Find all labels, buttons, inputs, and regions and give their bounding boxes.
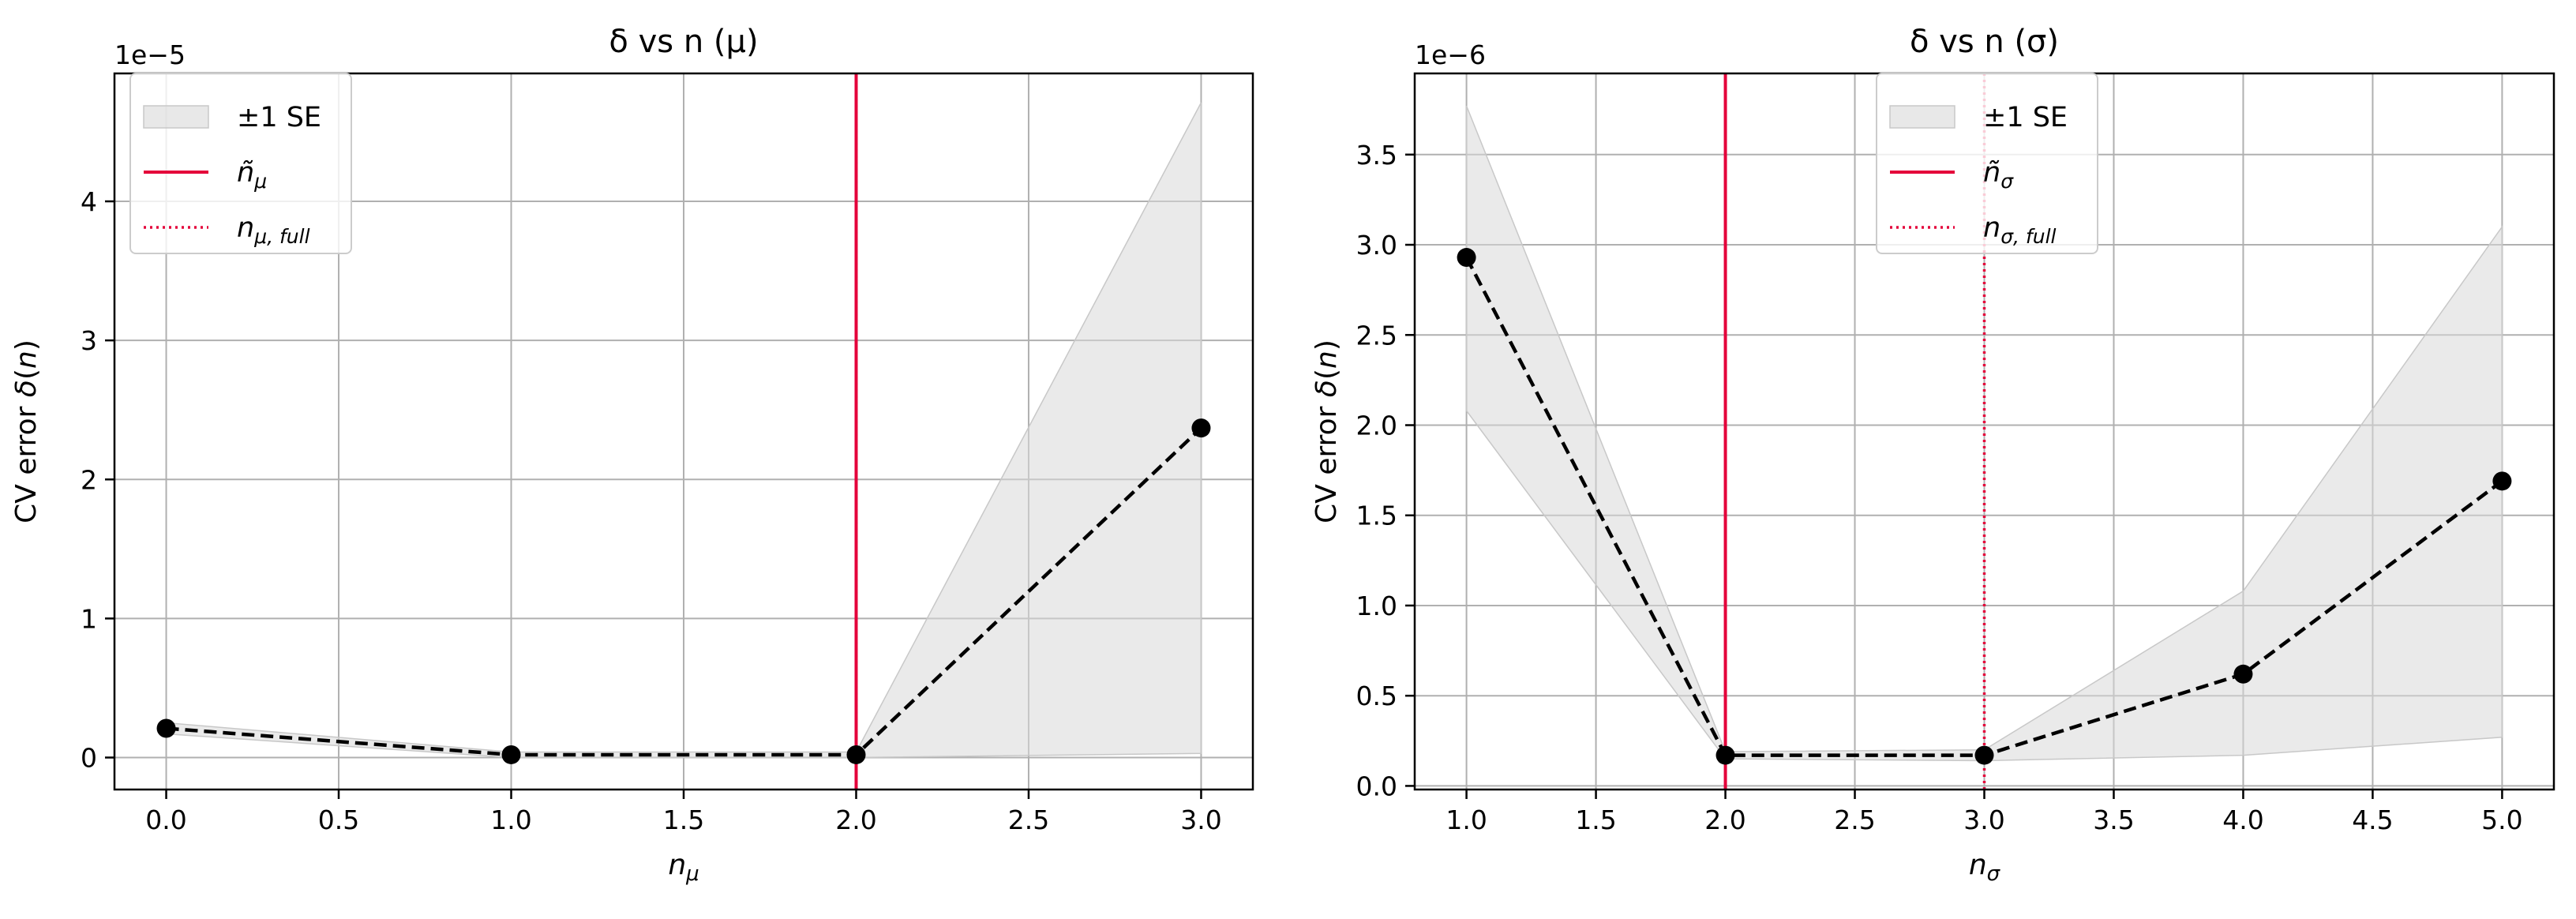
chart-mu-svg: 0.0 0.5 1.0 1.5 2.0 2.5 3.0 0 1 2 3 4 1e−5 δ vs n (μ)… — [10, 24, 1254, 886]
mu-y-tick-label: 4 — [81, 186, 97, 217]
chart-sigma-svg: 1.0 1.5 2.0 2.5 3.0 3.5 4.0 4.5 5.0 0.0 0.5 1.0 1.5 2… — [1310, 24, 2555, 886]
mu-cv-error-point — [156, 718, 176, 738]
mu-y-tick-label: 3 — [81, 325, 97, 356]
sigma-y-tick-label: 2.5 — [1356, 320, 1397, 351]
sigma-legend: ±1 SE ñσ nσ, full — [1876, 73, 2098, 254]
sigma-y-tick-label: 3.5 — [1356, 140, 1397, 171]
sigma-y-axis-label-group: CV error δ(n) — [1310, 339, 1343, 523]
sigma-x-tick-label: 2.0 — [1704, 805, 1745, 835]
mu-cv-error-point — [846, 745, 866, 764]
sigma-cv-error-point — [1974, 745, 1994, 765]
chart-sigma: 1.0 1.5 2.0 2.5 3.0 3.5 4.0 4.5 5.0 0.0 0.5 1.0 1.5 2… — [1288, 0, 2575, 919]
sigma-x-tick-label: 1.5 — [1575, 805, 1616, 835]
mu-y-tick-label: 0 — [81, 742, 97, 773]
mu-cv-error-line — [166, 426, 1203, 757]
mu-x-axis-label: nμ — [668, 849, 699, 886]
sigma-y-tick-label: 1.0 — [1356, 591, 1397, 621]
sigma-x-tick-label: 4.5 — [2352, 805, 2393, 835]
sigma-y-axis-label: CV error δ(n) — [1310, 339, 1343, 523]
chart-mu: 0.0 0.5 1.0 1.5 2.0 2.5 3.0 0 1 2 3 4 1e−5 δ vs n (μ)… — [0, 0, 1287, 919]
sigma-x-tick-label: 1.0 — [1445, 805, 1487, 835]
sigma-y-tick-label: 0.5 — [1356, 681, 1397, 711]
mu-se-band — [165, 102, 1202, 759]
sigma-cv-error-point — [2492, 471, 2512, 491]
sigma-y-tick-label: 2.0 — [1356, 411, 1397, 441]
sigma-x-axis-label: nσ — [1969, 849, 2001, 886]
sigma-legend-label: ñσ — [1983, 157, 2014, 193]
mu-legend: ±1 SE ñμ nμ, full — [129, 73, 352, 254]
sigma-legend-band-swatch — [1889, 105, 1955, 129]
sigma-legend-label: nσ, full — [1983, 212, 2057, 248]
mu-legend-band-swatch — [143, 105, 209, 129]
mu-x-tick-label: 1.0 — [490, 805, 531, 835]
sigma-cv-error-point — [1457, 248, 1476, 268]
sigma-y-tick-label: 1.5 — [1356, 501, 1397, 531]
sigma-x-tick-label: 5.0 — [2481, 805, 2522, 835]
mu-legend-label: ±1 SE — [237, 102, 321, 133]
mu-chart-title: δ vs n (μ) — [609, 24, 758, 60]
mu-y-tick-label: 2 — [81, 464, 97, 495]
sigma-chart-title: δ vs n (σ) — [1910, 24, 2059, 60]
sigma-x-tick-label: 2.5 — [1834, 805, 1875, 835]
sigma-cv-error-point — [1715, 745, 1735, 765]
sigma-y-offset-label: 1e−6 — [1415, 39, 1486, 70]
mu-x-tick-label: 2.5 — [1008, 805, 1049, 835]
sigma-x-tick-label: 4.0 — [2222, 805, 2263, 835]
sigma-se-band — [1465, 105, 2503, 762]
sigma-cv-error-point — [2233, 664, 2253, 684]
mu-y-axis-label-group: CV error δ(n) — [10, 339, 43, 523]
mu-y-tick-label: 1 — [81, 603, 97, 634]
mu-legend-label: nμ, full — [237, 212, 310, 248]
mu-x-tick-label: 0.0 — [145, 805, 186, 835]
sigma-y-tick-label: 0.0 — [1356, 771, 1397, 801]
mu-y-axis-label: CV error δ(n) — [10, 339, 43, 523]
mu-x-tick-label: 1.5 — [663, 805, 704, 835]
mu-x-tick-label: 3.0 — [1180, 805, 1221, 835]
sigma-y-tick-label: 3.0 — [1356, 230, 1397, 261]
sigma-legend-label: ±1 SE — [1983, 102, 2068, 133]
mu-x-tick-label: 2.0 — [835, 805, 876, 835]
mu-cv-error-point — [501, 745, 521, 764]
mu-legend-label: ñμ — [237, 157, 267, 193]
mu-cv-error-point — [1191, 418, 1211, 438]
mu-y-offset-label: 1e−5 — [114, 39, 186, 70]
mu-x-tick-label: 0.5 — [318, 805, 359, 835]
sigma-x-tick-label: 3.5 — [2093, 805, 2134, 835]
sigma-x-tick-label: 3.0 — [1963, 805, 2004, 835]
